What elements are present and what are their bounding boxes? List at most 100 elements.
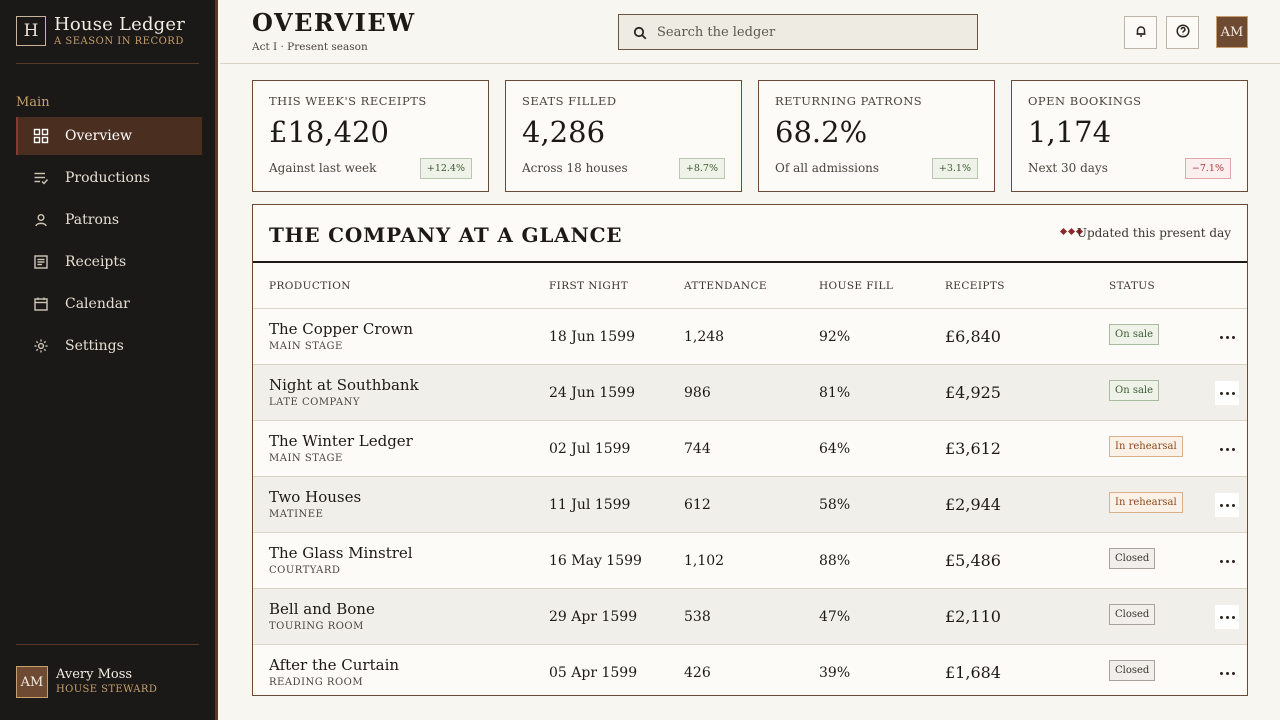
more-options-icon[interactable] xyxy=(1215,605,1239,629)
column-header-production[interactable]: PRODUCTION xyxy=(269,280,351,292)
first-night-cell: 16 May 1599 xyxy=(549,553,642,569)
receipts-cell: £1,684 xyxy=(945,663,1001,682)
production-name[interactable]: The Copper Crown xyxy=(269,320,414,338)
brand[interactable]: H House Ledger A SEASON IN RECORD xyxy=(16,14,185,48)
production-venue: READING ROOM xyxy=(269,677,364,688)
table-row[interactable]: The Glass Minstrel COURTYARD 16 May 1599 1,… xyxy=(253,533,1247,589)
sidebar-item-label: Patrons xyxy=(65,212,120,228)
production-name[interactable]: The Glass Minstrel xyxy=(269,544,413,562)
table-row[interactable]: The Winter Ledger MAIN STAGE 02 Jul 1599 74… xyxy=(253,421,1247,477)
sidebar-item-calendar[interactable]: Calendar xyxy=(16,285,202,323)
table-header: PRODUCTION FIRST NIGHT ATTENDANCE HOUSE … xyxy=(253,263,1247,309)
receipts-cell: £5,486 xyxy=(945,551,1001,570)
grid-icon xyxy=(33,128,49,144)
first-night-cell: 05 Apr 1599 xyxy=(549,665,638,681)
column-header-status[interactable]: STATUS xyxy=(1109,280,1156,292)
receipt-icon xyxy=(33,254,49,270)
stat-value: 68.2% xyxy=(775,115,868,149)
first-night-cell: 24 Jun 1599 xyxy=(549,385,635,401)
header: OVERVIEW Act I · Present season AM xyxy=(220,0,1280,64)
production-name[interactable]: Two Houses xyxy=(269,488,362,506)
help-button[interactable] xyxy=(1166,16,1199,49)
nav-section-label: Main xyxy=(16,95,50,110)
more-options-icon[interactable] xyxy=(1215,549,1239,573)
sidebar-footer-divider xyxy=(16,644,199,645)
search-input[interactable] xyxy=(657,24,957,40)
more-options-icon[interactable] xyxy=(1215,325,1239,349)
production-name[interactable]: Bell and Bone xyxy=(269,600,375,618)
stat-label: SEATS FILLED xyxy=(522,94,617,108)
house-fill-cell: 81% xyxy=(819,385,851,401)
table-row[interactable]: The Copper Crown MAIN STAGE 18 Jun 1599 1,2… xyxy=(253,309,1247,365)
house-fill-cell: 39% xyxy=(819,665,851,681)
avatar: AM xyxy=(16,666,48,698)
search-icon xyxy=(633,25,647,40)
attendance-cell: 612 xyxy=(684,497,711,513)
column-header-attendance[interactable]: ATTENDANCE xyxy=(684,280,767,292)
receipts-cell: £4,925 xyxy=(945,383,1001,402)
house-fill-cell: 88% xyxy=(819,553,851,569)
production-name[interactable]: After the Curtain xyxy=(269,656,400,674)
search-box[interactable] xyxy=(618,14,978,50)
column-header-first-night[interactable]: FIRST NIGHT xyxy=(549,280,629,292)
table-row[interactable]: Bell and Bone TOURING ROOM 29 Apr 1599 538 4… xyxy=(253,589,1247,645)
stat-note: Of all admissions xyxy=(775,161,880,175)
stat-card-open-bookings: OPEN BOOKINGS 1,174 Next 30 days −7.1% xyxy=(1011,80,1248,192)
user-profile[interactable]: AM Avery Moss HOUSE STEWARD xyxy=(16,666,157,698)
more-options-icon[interactable] xyxy=(1215,437,1239,461)
column-header-receipts[interactable]: RECEIPTS xyxy=(945,280,1005,292)
stat-card-seats: SEATS FILLED 4,286 Across 18 houses +8.7… xyxy=(505,80,742,192)
attendance-cell: 426 xyxy=(684,665,711,681)
production-name[interactable]: Night at Southbank xyxy=(269,376,419,394)
sidebar-item-label: Overview xyxy=(65,128,133,144)
table-row[interactable]: Two Houses MATINEE 11 Jul 1599 612 58% £2,944… xyxy=(253,477,1247,533)
status-badge: Closed xyxy=(1109,604,1156,625)
page-subtitle: Act I · Present season xyxy=(252,41,368,53)
person-icon xyxy=(33,212,49,228)
sidebar-item-productions[interactable]: Productions xyxy=(16,159,202,197)
brand-logo: H xyxy=(16,16,46,46)
brand-subtitle: A SEASON IN RECORD xyxy=(54,36,184,47)
header-avatar[interactable]: AM xyxy=(1216,16,1248,48)
stat-label: RETURNING PATRONS xyxy=(775,94,923,108)
status-badge: In rehearsal xyxy=(1109,436,1183,457)
table-row[interactable]: Night at Southbank LATE COMPANY 24 Jun 159… xyxy=(253,365,1247,421)
stat-value: £18,420 xyxy=(269,115,389,149)
company-panel: THE COMPANY AT A GLANCE Updated this pre… xyxy=(252,204,1248,696)
sidebar-item-label: Settings xyxy=(65,338,124,354)
house-fill-cell: 64% xyxy=(819,441,851,457)
receipts-cell: £2,110 xyxy=(945,607,1001,626)
sidebar-item-label: Calendar xyxy=(65,296,130,312)
status-badge: In rehearsal xyxy=(1109,492,1183,513)
production-name[interactable]: The Winter Ledger xyxy=(269,432,413,450)
table-row[interactable]: After the Curtain READING ROOM 05 Apr 1599… xyxy=(253,645,1247,695)
sidebar-item-patrons[interactable]: Patrons xyxy=(16,201,202,239)
stat-card-returning-patrons: RETURNING PATRONS 68.2% Of all admission… xyxy=(758,80,995,192)
production-venue: MAIN STAGE xyxy=(269,453,343,464)
status-badge: Closed xyxy=(1109,660,1156,681)
column-header-house-fill[interactable]: HOUSE FILL xyxy=(819,280,894,292)
more-options-icon[interactable] xyxy=(1215,661,1239,685)
panel-divider xyxy=(253,261,1247,263)
sidebar-item-settings[interactable]: Settings xyxy=(16,327,202,365)
sidebar-divider xyxy=(16,63,199,64)
calendar-icon xyxy=(33,296,49,312)
stat-label: OPEN BOOKINGS xyxy=(1028,94,1142,108)
stat-card-receipts: THIS WEEK'S RECEIPTS £18,420 Against las… xyxy=(252,80,489,192)
receipts-cell: £3,612 xyxy=(945,439,1001,458)
house-fill-cell: 47% xyxy=(819,609,851,625)
user-name: Avery Moss xyxy=(56,667,133,682)
bell-icon xyxy=(1134,23,1148,42)
house-fill-cell: 58% xyxy=(819,497,851,513)
first-night-cell: 18 Jun 1599 xyxy=(549,329,635,345)
attendance-cell: 538 xyxy=(684,609,711,625)
more-options-icon[interactable] xyxy=(1215,381,1239,405)
help-icon xyxy=(1175,23,1190,42)
sidebar-item-receipts[interactable]: Receipts xyxy=(16,243,202,281)
production-venue: LATE COMPANY xyxy=(269,397,360,408)
panel-title: THE COMPANY AT A GLANCE xyxy=(269,223,623,247)
sidebar-item-overview[interactable]: Overview xyxy=(16,117,202,155)
more-options-icon[interactable] xyxy=(1215,493,1239,517)
notifications-button[interactable] xyxy=(1124,16,1157,49)
receipts-cell: £2,944 xyxy=(945,495,1001,514)
